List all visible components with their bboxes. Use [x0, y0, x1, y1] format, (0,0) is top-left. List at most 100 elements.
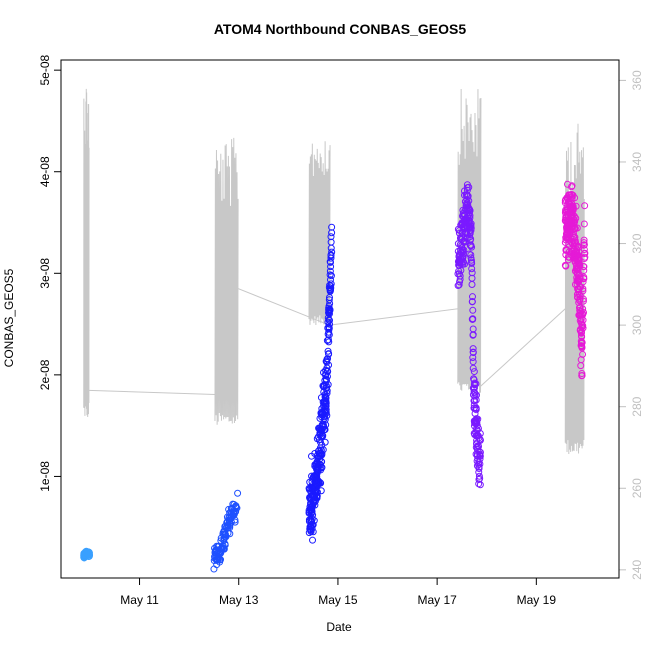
data-point	[461, 260, 469, 268]
data-point	[307, 527, 315, 535]
data-point	[229, 512, 237, 520]
data-point	[326, 320, 334, 328]
data-point	[472, 450, 480, 458]
y-tick-label: 4e-08	[38, 156, 52, 187]
y-tick-label: 1e-08	[38, 461, 52, 492]
data-point	[223, 519, 231, 527]
y-tick-label: 3e-08	[38, 258, 52, 289]
data-point	[466, 236, 474, 244]
data-point	[571, 237, 579, 245]
data-point	[319, 382, 327, 390]
data-point	[472, 391, 480, 399]
data-point	[325, 350, 333, 358]
data-point	[322, 421, 330, 429]
data-point	[313, 463, 321, 471]
data-point	[307, 452, 315, 460]
data-point	[469, 325, 477, 333]
x-tick-label: May 11	[120, 593, 159, 607]
data-point	[316, 429, 324, 437]
data-point	[472, 429, 480, 437]
data-point	[476, 451, 484, 459]
data-point	[311, 461, 319, 469]
data-point	[577, 328, 585, 336]
data-point	[561, 261, 569, 269]
data-point	[458, 228, 466, 236]
data-point	[568, 210, 576, 218]
x-tick-label: May 17	[417, 593, 457, 607]
data-point	[465, 197, 473, 205]
data-point	[328, 223, 336, 231]
data-point	[472, 406, 480, 414]
data-point	[220, 545, 228, 553]
data-point	[573, 270, 581, 278]
data-point	[568, 199, 576, 207]
data-point	[472, 380, 480, 388]
data-point	[469, 306, 477, 314]
x-tick-label: May 19	[517, 593, 557, 607]
data-point	[327, 258, 335, 266]
data-point	[568, 191, 576, 199]
data-point	[575, 278, 583, 286]
y2-tick-label: 300	[630, 315, 644, 335]
data-point	[309, 521, 317, 529]
data-point	[462, 228, 470, 236]
data-point	[564, 253, 572, 261]
data-point	[456, 278, 464, 286]
data-point	[324, 314, 332, 322]
data-point	[325, 302, 333, 310]
data-point	[465, 250, 473, 258]
data-point	[475, 434, 483, 442]
data-point	[469, 354, 477, 362]
data-point	[580, 255, 588, 263]
data-point	[471, 392, 479, 400]
data-point	[80, 549, 88, 557]
data-point	[460, 237, 468, 245]
data-point	[467, 224, 475, 232]
data-point	[317, 432, 325, 440]
data-point	[473, 443, 481, 451]
data-point	[566, 229, 574, 237]
data-point	[577, 356, 585, 364]
data-point	[461, 207, 469, 215]
data-point	[326, 286, 334, 294]
data-point	[564, 195, 572, 203]
data-point	[579, 297, 587, 305]
data-point	[576, 317, 584, 325]
data-point	[469, 345, 477, 353]
x-tick-label: May 13	[219, 593, 259, 607]
y-tick-label: 2e-08	[38, 359, 52, 390]
data-point	[326, 271, 334, 279]
data-point	[468, 280, 476, 288]
data-point	[328, 248, 336, 256]
x-tick-label: May 15	[318, 593, 358, 607]
data-point	[474, 442, 482, 450]
y-tick-label: 5e-08	[38, 54, 52, 85]
data-point	[327, 263, 335, 271]
data-point	[562, 217, 570, 225]
data-point	[573, 277, 581, 285]
data-point	[327, 233, 335, 241]
data-point	[573, 290, 581, 298]
data-point	[580, 239, 588, 247]
data-point	[314, 467, 322, 475]
data-point	[561, 216, 569, 224]
data-point	[327, 282, 335, 290]
data-point	[305, 506, 313, 514]
y2-tick-label: 340	[630, 152, 644, 172]
data-point	[325, 325, 333, 333]
x-axis-title: Date	[326, 620, 352, 634]
data-point	[455, 259, 463, 267]
data-point	[462, 191, 470, 199]
data-point	[326, 267, 334, 275]
data-point	[454, 247, 462, 255]
data-point	[571, 225, 579, 233]
data-point	[323, 364, 331, 372]
data-point	[580, 263, 588, 271]
data-point	[313, 492, 321, 500]
data-point	[308, 472, 316, 480]
y2-tick-label: 260	[630, 478, 644, 498]
data-point	[567, 204, 575, 212]
data-point	[563, 194, 571, 202]
data-point	[570, 242, 578, 250]
